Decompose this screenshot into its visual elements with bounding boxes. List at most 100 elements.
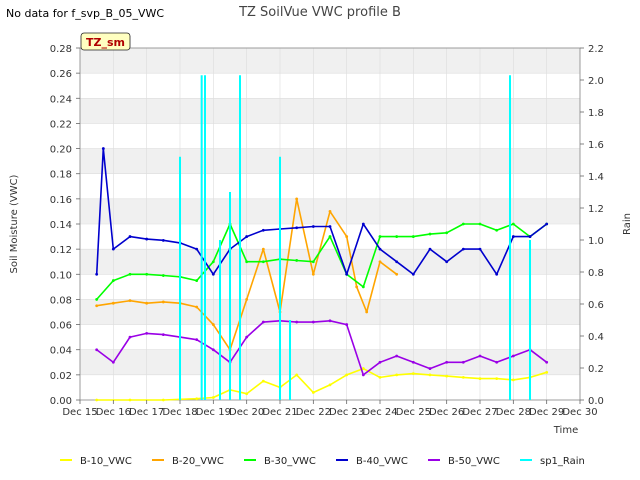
b-10-vwc-point: [345, 373, 349, 377]
b-30-vwc-point: [428, 232, 432, 236]
legend: B-10_VWC B-20_VWC B-30_VWC B-40_VWC B-50_VWC…: [60, 456, 585, 467]
y-tick-label: 0.14: [50, 220, 72, 231]
b-10-vwc-point: [428, 373, 432, 377]
y-tick-label: 0.08: [50, 295, 72, 306]
b-50-vwc-point: [328, 319, 332, 323]
x-axis-label: Time: [553, 425, 578, 436]
b-40-vwc-point: [461, 247, 465, 251]
x-tick-label: Dec 19: [196, 407, 231, 418]
b-40-vwc-point: [361, 222, 365, 226]
b-10-vwc-point: [328, 383, 332, 387]
b-50-vwc-point: [445, 360, 449, 364]
y2-tick-label: 1.0: [588, 236, 604, 247]
b-30-vwc-point: [495, 228, 499, 232]
b-40-vwc-point: [411, 272, 415, 276]
b-50-vwc-point: [428, 367, 432, 370]
b-20-vwc-point: [128, 299, 132, 303]
y-tick-label: 0.10: [50, 270, 72, 281]
b-30-vwc-point: [361, 285, 365, 289]
y-tick-label: 0.26: [50, 69, 72, 80]
y-tick-label: 0.06: [50, 321, 72, 332]
b-50-vwc-point: [511, 354, 515, 358]
b-30-vwc-point: [511, 222, 515, 226]
b-30-vwc-line: [96, 223, 548, 300]
b-50-vwc-point: [128, 335, 132, 339]
x-tick-label: Dec 29: [529, 407, 564, 418]
y-tick-label: 0.18: [50, 170, 72, 181]
b-10-vwc-point: [495, 377, 499, 381]
y2-tick-label: 1.6: [588, 140, 604, 151]
b-30-vwc-point: [211, 260, 215, 264]
b-30-vwc-point: [195, 279, 199, 282]
b-50-vwc-point: [545, 360, 549, 364]
b-50-vwc-point: [145, 331, 149, 335]
b-30-vwc-point: [461, 222, 465, 226]
y-tick-label: 0.12: [50, 245, 72, 256]
y2-tick-label: 1.4: [588, 172, 604, 183]
y-tick-label: 0.28: [50, 44, 72, 55]
b-50-vwc-point: [261, 320, 265, 324]
site-badge: TZ_sm: [80, 32, 131, 51]
b-10-vwc-point: [361, 367, 365, 370]
b-20-vwc-point: [295, 197, 299, 201]
b-10-vwc-point: [511, 378, 515, 382]
x-tick-label: Dec 24: [362, 407, 397, 418]
b-50-vwc-point: [245, 335, 249, 339]
legend-label: sp1_Rain: [540, 456, 585, 467]
x-tick-label: Dec 27: [462, 407, 497, 418]
legend-label: B-20_VWC: [172, 456, 224, 467]
b-30-vwc-point: [445, 231, 449, 235]
b-10-vwc-point: [211, 396, 215, 399]
b-30-vwc-point: [378, 235, 382, 238]
legend-label: B-30_VWC: [264, 456, 316, 467]
b-40-vwc-point: [295, 226, 299, 230]
b-40-vwc-point: [111, 247, 115, 251]
b-40-vwc-point: [145, 237, 149, 241]
b-40-vwc-point: [328, 225, 332, 228]
b-50-vwc-point: [495, 360, 499, 364]
b-10-vwc-point: [161, 398, 165, 402]
b-50-vwc-line: [96, 319, 548, 376]
y2-tick-label: 0.4: [588, 332, 604, 343]
y2-tick-label: 2.2: [588, 44, 604, 55]
background-band: [80, 249, 580, 275]
y2-tick-label: 1.2: [588, 204, 604, 215]
b-50-vwc-point: [295, 320, 299, 324]
y2-tick-label: 0.0: [588, 396, 604, 407]
b-20-vwc-point: [95, 304, 99, 308]
b-20-vwc-point: [195, 305, 199, 309]
b-40-vwc-point: [445, 260, 449, 264]
y-axis-label: Soil Moisture (VWC): [9, 174, 20, 273]
x-tick-label: Dec 17: [129, 407, 164, 418]
b-20-vwc-point: [161, 300, 165, 304]
b-10-vwc-point: [311, 391, 315, 394]
y-tick-label: 0.20: [50, 145, 72, 156]
y2-tick-label: 0.2: [588, 364, 604, 375]
b-40-vwc-point: [395, 260, 399, 264]
b-50-vwc-point: [361, 373, 365, 377]
x-tick-label: Dec 26: [429, 407, 464, 418]
b-10-vwc-point: [95, 398, 99, 402]
y-tick-label: 0.00: [50, 396, 72, 407]
b-50-vwc-point: [111, 360, 115, 364]
b-10-vwc-point: [128, 398, 132, 402]
b-40-vwc-point: [195, 247, 199, 251]
b-10-vwc-point: [545, 370, 549, 374]
x-tick-label: Dec 28: [496, 407, 531, 418]
b-50-vwc-point: [211, 348, 215, 352]
data-series: [95, 75, 549, 402]
b-30-vwc-point: [328, 235, 332, 238]
b-50-vwc-point: [461, 360, 465, 364]
b-50-vwc-point: [378, 360, 382, 364]
b-40-vwc-point: [545, 222, 549, 226]
b-10-vwc-point: [445, 374, 449, 378]
background-band: [80, 48, 580, 74]
b-20-vwc-point: [328, 210, 332, 213]
b-50-vwc-point: [478, 354, 482, 358]
b-10-vwc-point: [245, 392, 249, 396]
b-30-vwc-point: [145, 272, 149, 276]
axes: 0.00 0.02 0.04 0.06 0.08 0.10 0.12 0.14 0.16 0.18…: [50, 44, 604, 418]
b-50-vwc-point: [395, 354, 399, 358]
b-40-vwc-point: [261, 228, 265, 232]
